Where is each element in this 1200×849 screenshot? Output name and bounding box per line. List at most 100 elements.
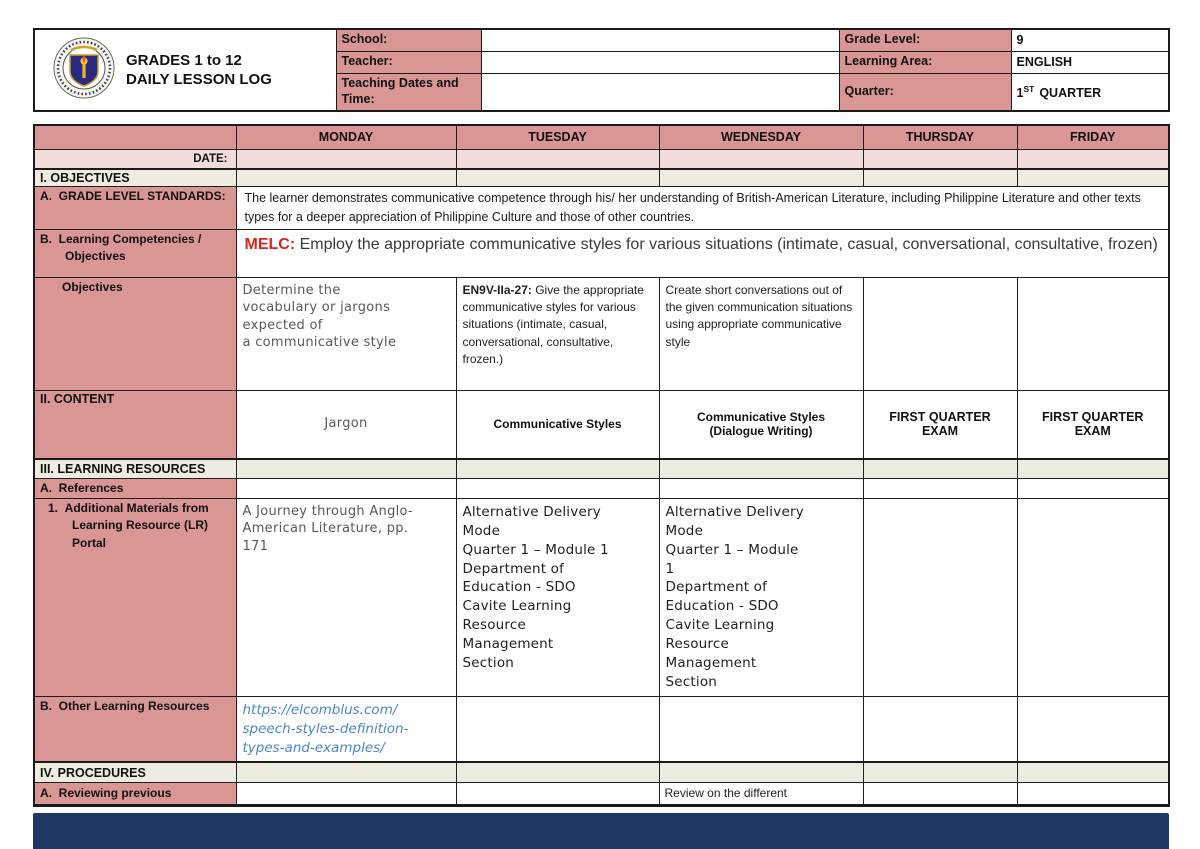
- objective-wednesday-cell: Create short conversations out of the gi…: [658, 276, 864, 391]
- objectives-section-cell: [658, 168, 864, 187]
- other-resources-friday-cell: [1016, 695, 1170, 764]
- resource-hyperlink[interactable]: https://elcomblus.com/ speech-styles-def…: [242, 701, 409, 756]
- form-title-line2: DAILY LESSON LOG: [126, 71, 272, 88]
- other-resources-thursday-cell: [862, 695, 1018, 764]
- content-wednesday-cell: Communicative Styles (Dialogue Writing): [658, 389, 864, 460]
- quarter-ordinal: ST: [1023, 83, 1035, 94]
- objective-friday-cell: [1016, 276, 1170, 391]
- quarter-value: 1ST QUARTER: [1010, 72, 1170, 112]
- learning-area-label: Learning Area:: [838, 50, 1012, 74]
- procedures-section-cell: [658, 761, 864, 783]
- other-resources-tuesday-cell: [455, 695, 660, 764]
- objectives-section-row: I. OBJECTIVES: [33, 168, 1170, 187]
- competencies-row: B. Learning Competencies / Objectives ME…: [33, 228, 1170, 278]
- melc-cell: MELC: Employ the appropriate communicati…: [235, 228, 1170, 278]
- col-tuesday-header: TUESDAY: [455, 124, 660, 150]
- teacher-label: Teacher:: [335, 50, 482, 74]
- form-title-line1: GRADES 1 to 12: [126, 51, 242, 69]
- reviewing-label-text: A. Reviewing previous: [40, 785, 172, 800]
- references-friday-cell: [1016, 477, 1170, 499]
- materials-friday-cell: [1016, 497, 1170, 697]
- other-resources-monday-cell: https://elcomblus.com/ speech-styles-def…: [235, 695, 457, 764]
- procedures-section-cell: [455, 761, 660, 783]
- form-title: GRADES 1 to 12 DAILY LESSON LOG: [126, 51, 272, 90]
- grade-level-value: 9: [1010, 28, 1170, 52]
- resources-section-cell: [455, 458, 660, 479]
- quarter-number: 1: [1016, 85, 1024, 100]
- reviewing-tuesday-cell: [455, 781, 660, 807]
- grade-standards-row: A. GRADE LEVEL STANDARDS: The learner de…: [33, 186, 1170, 230]
- objectives-section-cell: [235, 168, 457, 187]
- reviewing-thursday-cell: [862, 781, 1018, 807]
- quarter-word: QUARTER: [1039, 85, 1102, 100]
- reviewing-label: A. Reviewing previous: [33, 781, 237, 807]
- other-resources-row: B. Other Learning Resources https://elco…: [33, 695, 1170, 764]
- content-label: II. CONTENT: [33, 389, 237, 460]
- references-monday-cell: [235, 477, 457, 499]
- references-label-text: A. References: [40, 480, 124, 495]
- other-resources-wednesday-cell: [658, 695, 864, 764]
- procedures-section-header: IV. PROCEDURES: [33, 761, 237, 783]
- daily-objectives-label: Objectives: [33, 276, 237, 391]
- content-monday-cell: Jargon: [235, 389, 457, 460]
- objectives-section-cell: [1016, 168, 1170, 187]
- content-thursday-cell: FIRST QUARTER EXAM: [862, 389, 1018, 460]
- references-wednesday-cell: [658, 477, 864, 499]
- objective-thursday-cell: [862, 276, 1018, 391]
- deped-seal-logo: [52, 36, 116, 105]
- date-wednesday-cell: [658, 148, 864, 170]
- references-tuesday-cell: [455, 477, 660, 499]
- date-monday-cell: [235, 148, 457, 170]
- teaching-dates-label: Teaching Dates and Time:: [335, 72, 482, 112]
- objective-monday-cell: Determine the vocabulary or jargons expe…: [235, 276, 457, 391]
- objective-tuesday-text: Give the appropriate communicative style…: [462, 282, 644, 367]
- grade-standards-text: The learner demonstrates communicative c…: [235, 186, 1170, 230]
- quarter-label: Quarter:: [838, 72, 1012, 112]
- learning-area-value: ENGLISH: [1010, 50, 1170, 74]
- content-row: II. CONTENT Jargon Communicative Styles …: [33, 389, 1170, 460]
- objectives-section-cell: [862, 168, 1018, 187]
- resources-section-row: III. LEARNING RESOURCES: [33, 458, 1170, 479]
- references-row: A. References: [33, 477, 1170, 499]
- materials-wednesday-cell: Alternative Delivery Mode Quarter 1 – Mo…: [658, 497, 864, 697]
- materials-tuesday-cell: Alternative Delivery Mode Quarter 1 – Mo…: [455, 497, 660, 697]
- date-thursday-cell: [862, 148, 1018, 170]
- date-row: DATE:: [33, 148, 1170, 170]
- materials-monday-cell: A Journey through Anglo- American Litera…: [235, 497, 457, 697]
- references-label: A. References: [33, 477, 237, 499]
- grade-standards-label: A. GRADE LEVEL STANDARDS:: [33, 186, 237, 230]
- resources-section-cell: [235, 458, 457, 479]
- header-info-table: GRADES 1 to 12 DAILY LESSON LOG School: …: [33, 28, 1170, 112]
- school-value-cell: [480, 28, 840, 52]
- objective-tuesday-cell: EN9V-IIa-27: Give the appropriate commun…: [455, 276, 660, 391]
- day-header-row: MONDAY TUESDAY WEDNESDAY THURSDAY FRIDAY: [33, 124, 1170, 150]
- grade-level-label: Grade Level:: [838, 28, 1012, 52]
- competencies-label-text: B. Learning Competencies / Objectives: [40, 231, 202, 263]
- lesson-log-table: MONDAY TUESDAY WEDNESDAY THURSDAY FRIDAY…: [33, 124, 1170, 807]
- teacher-value-cell: [480, 50, 840, 74]
- reviewing-row: A. Reviewing previous Review on the diff…: [33, 781, 1170, 807]
- teaching-dates-value-cell: [480, 72, 840, 112]
- day-header-blank-cell: [33, 124, 237, 150]
- date-friday-cell: [1016, 148, 1170, 170]
- additional-materials-label-text: 1. Additional Materials from Learning Re…: [48, 500, 209, 550]
- logo-title-cell: GRADES 1 to 12 DAILY LESSON LOG: [33, 28, 337, 112]
- daily-objectives-row: Objectives Determine the vocabulary or j…: [33, 276, 1170, 391]
- additional-materials-label: 1. Additional Materials from Learning Re…: [33, 497, 237, 697]
- col-thursday-header: THURSDAY: [862, 124, 1018, 150]
- reviewing-wednesday-cell: Review on the different: [658, 781, 864, 807]
- other-resources-label-text: B. Other Learning Resources: [40, 698, 210, 713]
- school-label: School:: [335, 28, 482, 52]
- procedures-section-cell: [1016, 761, 1170, 783]
- content-friday-cell: FIRST QUARTER EXAM: [1016, 389, 1170, 460]
- date-tuesday-cell: [455, 148, 660, 170]
- procedures-section-cell: [235, 761, 457, 783]
- objectives-section-header: I. OBJECTIVES: [33, 168, 237, 187]
- resources-section-cell: [658, 458, 864, 479]
- competencies-label: B. Learning Competencies / Objectives: [33, 228, 237, 278]
- references-thursday-cell: [862, 477, 1018, 499]
- melc-text: Employ the appropriate communicative sty…: [295, 235, 1158, 253]
- reviewing-monday-cell: [235, 781, 457, 807]
- additional-materials-row: 1. Additional Materials from Learning Re…: [33, 497, 1170, 697]
